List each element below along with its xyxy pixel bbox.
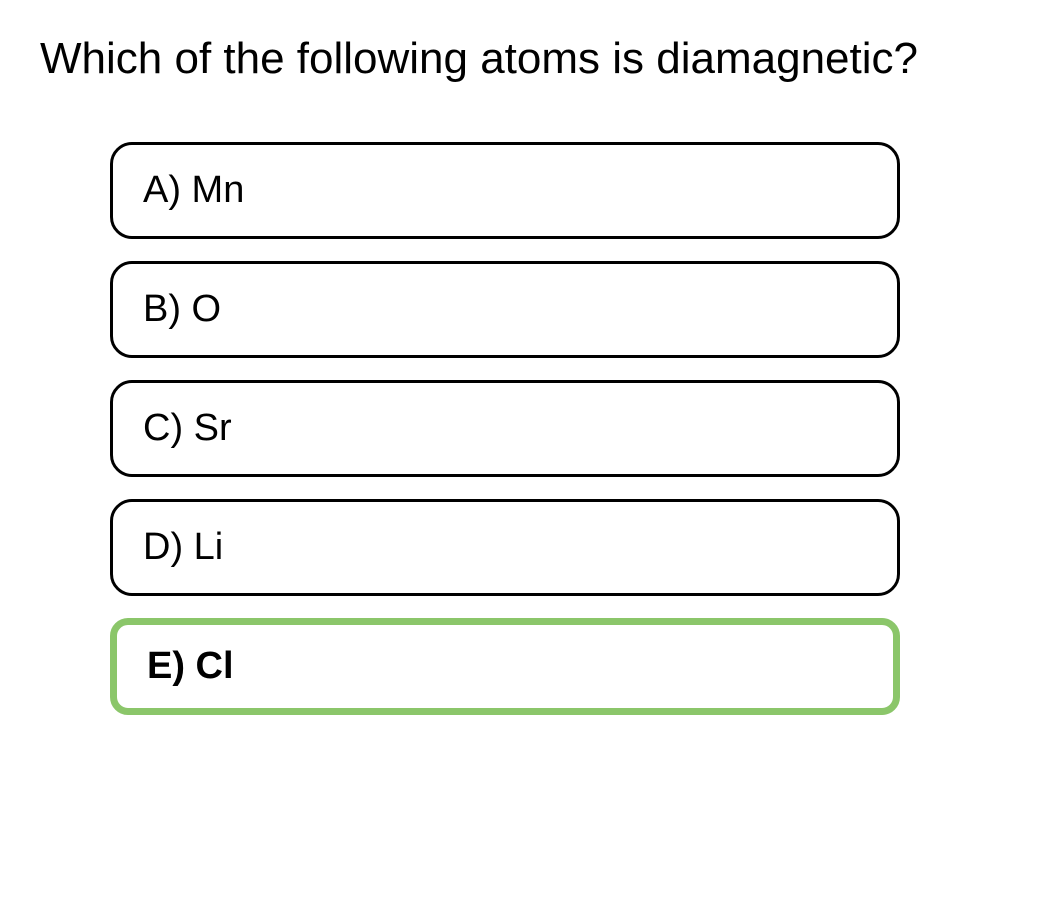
- option-label: A) Mn: [143, 169, 244, 211]
- option-label: E) Cl: [147, 645, 234, 687]
- option-c[interactable]: C) Sr: [110, 380, 900, 477]
- options-container: A) Mn B) O C) Sr D) Li E) Cl: [40, 142, 1010, 715]
- option-a[interactable]: A) Mn: [110, 142, 900, 239]
- option-d[interactable]: D) Li: [110, 499, 900, 596]
- option-label: C) Sr: [143, 407, 232, 449]
- option-label: D) Li: [143, 526, 223, 568]
- option-e[interactable]: E) Cl: [110, 618, 900, 715]
- option-label: B) O: [143, 288, 221, 330]
- question-text: Which of the following atoms is diamagne…: [40, 30, 1010, 87]
- option-b[interactable]: B) O: [110, 261, 900, 358]
